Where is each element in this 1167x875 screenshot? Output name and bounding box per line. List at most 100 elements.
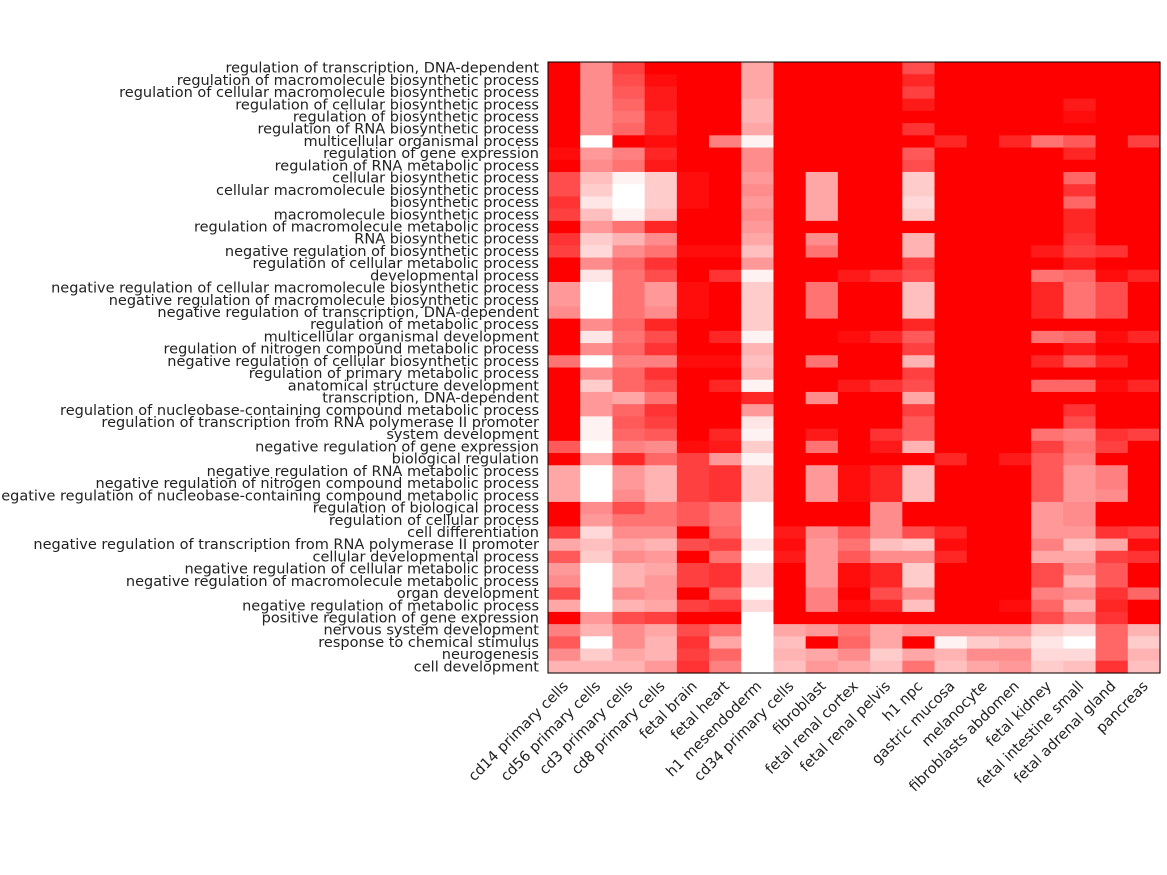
heatmap-cell <box>1095 391 1129 405</box>
heatmap-cell <box>966 453 1000 466</box>
heatmap-cell <box>1063 587 1097 601</box>
heatmap-cell <box>741 648 775 662</box>
heatmap-cell <box>580 171 614 185</box>
heatmap-cell <box>870 660 903 674</box>
heatmap-cell <box>837 489 871 503</box>
heatmap-cell <box>676 416 710 430</box>
heatmap-cell <box>998 575 1032 589</box>
heatmap-cell <box>966 110 1000 124</box>
heatmap-cell <box>741 343 775 356</box>
heatmap-cell <box>548 563 581 576</box>
heatmap-cell <box>902 404 936 417</box>
heatmap-cell <box>676 611 710 625</box>
heatmap-cell <box>548 62 581 75</box>
heatmap-cell <box>805 477 839 491</box>
heatmap-cell <box>644 465 678 479</box>
heatmap-cell <box>548 587 581 601</box>
row-label: negative regulation of gene expression <box>255 439 539 455</box>
heatmap-cell <box>1063 98 1097 112</box>
heatmap-cell <box>1127 196 1161 210</box>
row-label: regulation of cellular process <box>329 513 539 529</box>
heatmap-cell <box>580 563 614 576</box>
heatmap-cell <box>1095 257 1129 271</box>
heatmap-cell <box>773 489 807 503</box>
heatmap-cell <box>644 306 678 320</box>
heatmap-cell <box>870 440 903 454</box>
heatmap-cell <box>1095 538 1129 552</box>
heatmap-cell <box>580 611 614 625</box>
heatmap-cell <box>676 489 710 503</box>
heatmap-cell <box>1031 208 1064 222</box>
heatmap-cell <box>902 648 936 662</box>
heatmap-cell <box>934 110 968 124</box>
heatmap-cell <box>1127 98 1161 112</box>
heatmap-cell <box>902 281 936 295</box>
heatmap-cell <box>902 465 936 479</box>
heatmap-cell <box>934 220 968 234</box>
row-label: cell differentiation <box>407 525 539 541</box>
heatmap-cell <box>580 355 614 369</box>
heatmap-cell <box>805 514 839 527</box>
heatmap-cell <box>676 550 710 564</box>
heatmap-cell <box>741 196 775 210</box>
heatmap-cell <box>870 62 903 75</box>
heatmap-cell <box>870 379 903 393</box>
heatmap-cell <box>966 379 1000 393</box>
row-label: regulation of macromolecule metabolic pr… <box>194 219 539 235</box>
heatmap-cell <box>773 379 807 393</box>
heatmap-cell <box>837 538 871 552</box>
heatmap-cell <box>1063 367 1097 381</box>
heatmap-cell <box>870 123 903 136</box>
heatmap-cell <box>934 343 968 356</box>
heatmap-cell <box>805 171 839 185</box>
heatmap-cell <box>998 318 1032 332</box>
heatmap-cell <box>676 184 710 198</box>
heatmap-cell <box>644 62 678 75</box>
heatmap-cell <box>805 550 839 564</box>
heatmap-cell <box>966 269 1000 283</box>
heatmap-cell <box>676 660 710 674</box>
heatmap-cell <box>741 62 775 75</box>
heatmap-cell <box>580 62 614 75</box>
heatmap-cell <box>773 538 807 552</box>
heatmap-cell <box>548 550 581 564</box>
heatmap-cell <box>741 233 775 246</box>
heatmap-cell <box>837 62 871 75</box>
heatmap-cell <box>773 416 807 430</box>
heatmap-cell <box>1063 343 1097 356</box>
heatmap-cell <box>966 257 1000 271</box>
heatmap-cell <box>870 477 903 491</box>
heatmap-cell <box>741 526 775 540</box>
row-label: system development <box>386 427 539 443</box>
heatmap-cell <box>580 575 614 589</box>
heatmap-cell <box>709 453 742 466</box>
heatmap-cell <box>612 599 646 613</box>
heatmap-cell <box>773 86 807 100</box>
heatmap-cell <box>612 587 646 601</box>
heatmap-cell <box>870 428 903 442</box>
heatmap-cell <box>902 660 936 674</box>
heatmap-cell <box>1031 453 1064 466</box>
heatmap-cell <box>1063 257 1097 271</box>
heatmap-cell <box>934 391 968 405</box>
heatmap-cell <box>580 391 614 405</box>
heatmap-cell <box>741 416 775 430</box>
heatmap-cell <box>612 171 646 185</box>
heatmap-cell <box>1031 86 1064 100</box>
row-label: regulation of metabolic process <box>310 317 539 333</box>
row-label: anatomical structure development <box>288 378 540 394</box>
heatmap-cell <box>1127 171 1161 185</box>
heatmap-cell <box>1127 526 1161 540</box>
heatmap-cell <box>1095 660 1129 674</box>
heatmap-cell <box>837 208 871 222</box>
row-label: negative regulation of RNA metabolic pro… <box>207 464 539 480</box>
heatmap-cell <box>644 135 678 149</box>
heatmap-cell <box>966 135 1000 149</box>
heatmap-cell <box>709 379 742 393</box>
heatmap-cell <box>966 62 1000 75</box>
heatmap-cell <box>1127 147 1161 161</box>
heatmap-cell <box>709 624 742 637</box>
heatmap-cell <box>644 233 678 246</box>
heatmap-cell <box>773 563 807 576</box>
heatmap-cell <box>709 636 742 650</box>
